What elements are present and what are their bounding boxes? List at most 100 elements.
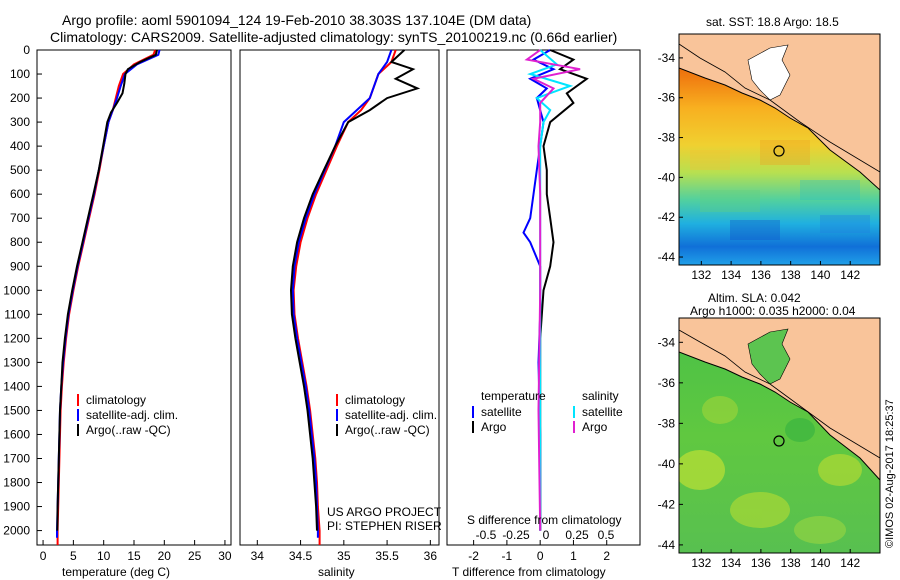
y-tick-label: 2000 xyxy=(3,524,30,538)
australia-land xyxy=(679,34,880,190)
x-tick-label: 1 xyxy=(570,549,577,563)
series-line-2 xyxy=(56,49,158,531)
difference-panel: -2 -1 0 1 2 -0.5 -0.25 0 0.25 0.5 S difference f… xyxy=(446,49,641,579)
sst-map-title: sat. SST: 18.8 Argo: 18.5 xyxy=(706,15,839,29)
header-line-1: Argo profile: aoml 5901094_124 19-Feb-20… xyxy=(62,12,531,28)
map-y-tick-label: -36 xyxy=(658,91,676,105)
y-tick-label: 1600 xyxy=(3,427,30,441)
x2-tick-label: 0.5 xyxy=(598,528,615,542)
legend-salinity: salinity xyxy=(582,389,619,403)
sla-map-subtitle: Argo h1000: 0.035 h2000: 0.04 xyxy=(690,304,856,318)
legend-satellite-adj: satellite-adj. clim. xyxy=(86,408,178,422)
y-tick-label: 300 xyxy=(10,115,30,129)
map-y-tick-label: -34 xyxy=(658,335,676,349)
sla-map-title: Altim. SLA: 0.042 xyxy=(708,291,801,305)
map-x-tick-label: 138 xyxy=(781,556,801,570)
series-line-3 xyxy=(524,49,581,531)
sst-map: sat. SST: 18.8 Argo: 18.5 132 134 136 138 14… xyxy=(658,15,881,282)
difference-legend: temperature satellite Argo salinity sate… xyxy=(472,389,623,434)
x-tick-label: 2 xyxy=(603,549,610,563)
legend-s-argo: Argo xyxy=(582,420,608,434)
s-difference-axis-label: S difference from climatology xyxy=(467,513,622,527)
coastline xyxy=(679,67,880,191)
map-y-tick-label: -42 xyxy=(658,210,676,224)
map-y-tick-label: -40 xyxy=(658,457,676,471)
temperature-axis-label: temperature (deg C) xyxy=(62,565,170,579)
x-tick-label: 35 xyxy=(337,549,351,563)
x2-tick-label: -0.5 xyxy=(476,528,497,542)
argo-marker xyxy=(773,435,785,447)
argo-marker xyxy=(773,145,785,157)
legend-argo: Argo(..raw -QC) xyxy=(86,423,171,437)
series-line-1 xyxy=(539,49,589,531)
map-y-tick-label: -34 xyxy=(658,51,676,65)
legend-climatology: climatology xyxy=(345,393,405,407)
x-tick-label: 25 xyxy=(188,549,202,563)
pi-annotation: PI: STEPHEN RISER xyxy=(327,519,442,533)
x-tick-label: 15 xyxy=(127,549,141,563)
salinity-axis-label: salinity xyxy=(318,565,355,579)
y-tick-label: 1200 xyxy=(3,331,30,345)
map-x-tick-label: 140 xyxy=(810,268,830,282)
y-tick-label: 1700 xyxy=(3,451,30,465)
header-line-2: Climatology: CARS2009. Satellite-adjuste… xyxy=(50,29,617,45)
map-x-tick-label: 136 xyxy=(751,268,771,282)
salinity-panel: 34 34.5 35 35.5 36 salinity climatology sate… xyxy=(239,49,442,579)
gulf-water xyxy=(747,44,791,101)
y-tick-label: 1500 xyxy=(3,403,30,417)
map-x-tick-label: 134 xyxy=(721,556,741,570)
x-tick-label: 34.5 xyxy=(289,549,313,563)
map-y-tick-label: -38 xyxy=(658,416,676,430)
y-tick-label: 800 xyxy=(10,235,30,249)
sst-texture xyxy=(690,140,870,240)
y-tick-label: 500 xyxy=(10,163,30,177)
legend-satellite-adj: satellite-adj. clim. xyxy=(345,408,437,422)
series-line-2 xyxy=(289,49,421,531)
y-tick-label: 0 xyxy=(23,43,30,57)
map-x-tick-label: 140 xyxy=(810,556,830,570)
x-tick-label: 10 xyxy=(97,549,111,563)
y-tick-label: 700 xyxy=(10,211,30,225)
x-tick-label: 36 xyxy=(424,549,438,563)
series-line-1 xyxy=(291,49,393,538)
map-x-tick-label: 134 xyxy=(721,268,741,282)
x-tick-label: 35.5 xyxy=(375,549,399,563)
map-x-tick-label: 136 xyxy=(751,556,771,570)
map-y-tick-label: -42 xyxy=(658,497,676,511)
y-tick-label: 1400 xyxy=(3,379,30,393)
salinity-legend: climatology satellite-adj. clim. Argo(..… xyxy=(336,393,437,437)
map-x-tick-label: 142 xyxy=(840,268,860,282)
map-y-tick-label: -40 xyxy=(658,170,676,184)
series-line-0 xyxy=(292,49,397,545)
legend-climatology: climatology xyxy=(86,393,146,407)
project-annotation: US ARGO PROJECT xyxy=(327,505,442,519)
map-x-tick-label: 132 xyxy=(691,556,711,570)
legend-s-satellite: satellite xyxy=(582,405,623,419)
x-tick-label: 20 xyxy=(158,549,172,563)
map-y-tick-label: -44 xyxy=(658,538,676,552)
y-tick-label: 600 xyxy=(10,187,30,201)
temperature-legend: climatology satellite-adj. clim. Argo(..… xyxy=(77,393,178,437)
map-y-tick-label: -38 xyxy=(658,131,676,145)
coastline xyxy=(679,351,880,481)
x-tick-label: 30 xyxy=(218,549,232,563)
x-tick-label: 5 xyxy=(70,549,77,563)
y-tick-label: 200 xyxy=(10,91,30,105)
x-tick-label: 0 xyxy=(40,549,47,563)
y-tick-label: 1100 xyxy=(4,307,30,321)
x-tick-label: 34 xyxy=(251,549,265,563)
x-tick-label: 0 xyxy=(537,549,544,563)
y-tick-label: 1900 xyxy=(3,500,30,514)
legend-t-satellite: satellite xyxy=(481,405,522,419)
x2-tick-label: 0 xyxy=(543,528,550,542)
map-x-tick-label: 142 xyxy=(840,556,860,570)
timestamp-side-label: ©IMOS 02-Aug-2017 18:25:37 xyxy=(884,399,896,548)
y-tick-label: 1000 xyxy=(3,283,30,297)
map-y-tick-label: -44 xyxy=(658,250,676,264)
isobath xyxy=(679,329,880,459)
t-difference-axis-label: T difference from climatology xyxy=(452,565,606,579)
sla-texture xyxy=(679,396,862,544)
legend-temperature: temperature xyxy=(481,389,546,403)
x-tick-label: -1 xyxy=(502,549,513,563)
